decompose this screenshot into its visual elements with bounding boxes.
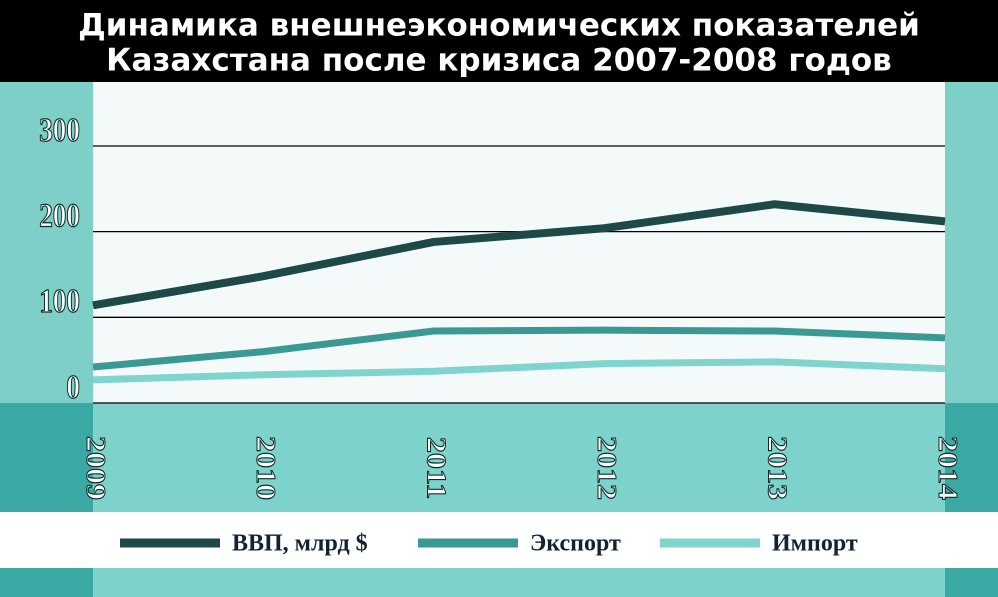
y-tick-label: 0 (66, 368, 80, 406)
series-line (92, 200, 946, 310)
footer-band (0, 568, 998, 597)
x-band-right (945, 403, 998, 512)
chart-title: Казахстана после кризиса 2007-2008 годов (106, 43, 892, 79)
y-tick-label: 300 (39, 111, 80, 149)
x-tick-label: 2013 (762, 436, 791, 500)
x-tick-label: 2009 (80, 436, 109, 500)
chart-title: Динамика внешнеэкономических показателей (78, 8, 920, 44)
x-band (0, 403, 998, 512)
left-strip (0, 82, 93, 403)
x-tick-label: 2012 (592, 436, 621, 500)
x-band-left (0, 403, 93, 512)
title-bar (0, 0, 998, 82)
x-tick-label: 2014 (932, 436, 961, 500)
plot-area (93, 82, 945, 403)
footer-right (945, 568, 998, 597)
footer-left (0, 568, 93, 597)
series-line (92, 358, 946, 384)
legend-label: Импорт (772, 531, 858, 557)
series-line (92, 326, 946, 371)
legend-label: Экспорт (530, 531, 621, 557)
x-tick-label: 2011 (421, 437, 450, 499)
y-tick-label: 100 (39, 282, 80, 320)
y-tick-label: 200 (39, 197, 80, 235)
x-tick-label: 2010 (251, 436, 280, 500)
right-strip (945, 82, 998, 403)
legend-label: ВВП, млрд $ (232, 531, 368, 557)
